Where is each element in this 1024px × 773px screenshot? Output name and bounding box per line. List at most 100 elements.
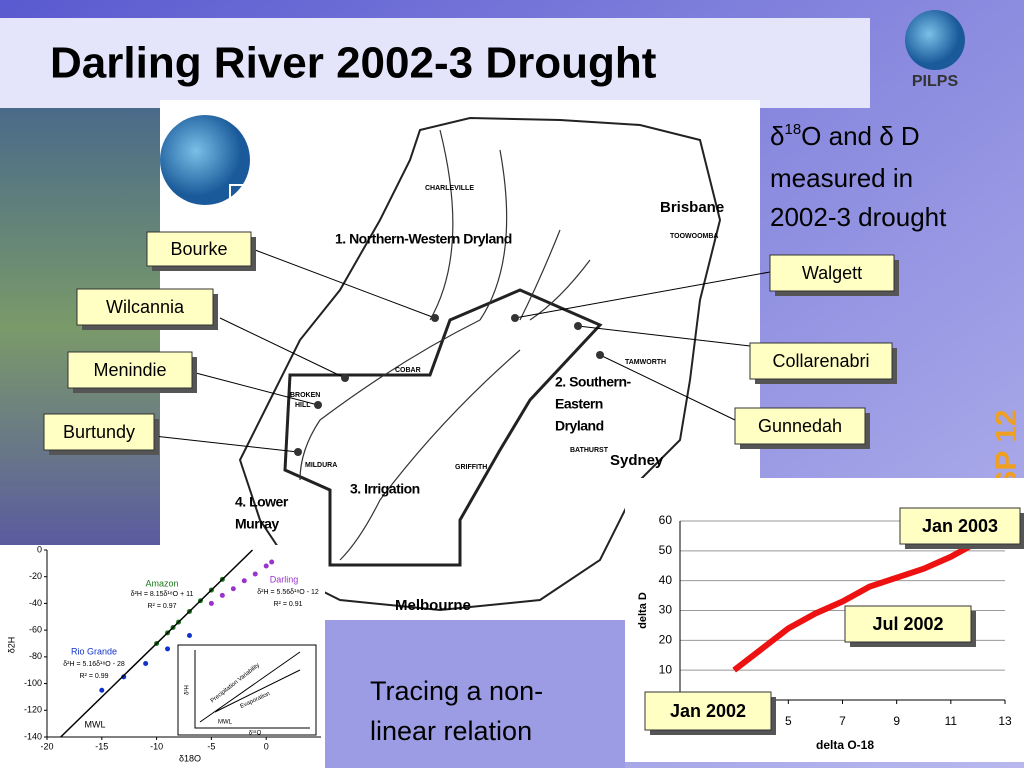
x-tick-label: 9 xyxy=(893,714,900,728)
region-label: Dryland xyxy=(555,418,604,434)
x-axis-label: delta O-18 xyxy=(816,738,874,752)
region-label: 2. Southern- xyxy=(555,374,632,390)
leader-line xyxy=(219,317,346,379)
callout-box xyxy=(769,254,895,292)
leader-line xyxy=(254,249,436,319)
measured-line: 2002-3 drought xyxy=(770,202,947,232)
annotation: R² = 0.99 xyxy=(80,673,109,680)
inset-box xyxy=(177,644,317,736)
title-box xyxy=(0,18,870,108)
inset-label: MWL xyxy=(218,720,233,726)
measured-line: measured in xyxy=(770,163,913,193)
annotation: δ²H = 8.15δ¹⁸O + 11 xyxy=(131,591,194,598)
annotation-box xyxy=(644,691,772,731)
annotation: δ²H = 5.56δ¹⁸O - 12 xyxy=(257,589,319,596)
x-tick-label: 7 xyxy=(839,714,846,728)
y-tick-label: 20 xyxy=(659,633,673,647)
inset-lines xyxy=(199,651,301,723)
y-tick-label: 40 xyxy=(659,573,673,587)
leader-line xyxy=(599,354,736,421)
locator-globe xyxy=(160,115,250,205)
callout: Collarenabri xyxy=(772,351,869,371)
series-label: MWL xyxy=(85,719,106,729)
site-dot xyxy=(596,351,604,359)
x-tick-label: 0 xyxy=(264,741,269,751)
point xyxy=(186,632,192,638)
x-tick-label: -20 xyxy=(40,741,53,751)
point xyxy=(230,586,236,592)
town: BATHURST xyxy=(570,447,609,454)
city: Sydney xyxy=(610,452,664,469)
point xyxy=(219,592,225,598)
measured-line: δ18O and δ D xyxy=(770,121,920,151)
callout-box xyxy=(734,407,866,445)
caption: linear relation xyxy=(370,716,532,746)
annotation: R² = 0.91 xyxy=(274,601,303,608)
region-label: 1. Northern-Western Dryland xyxy=(335,231,512,247)
point xyxy=(143,661,149,667)
city: Brisbane xyxy=(660,199,724,216)
inset-label: δ²H xyxy=(185,685,191,695)
callout: Walgett xyxy=(802,263,862,283)
callout-box xyxy=(76,288,214,326)
y-tick-label: 50 xyxy=(659,543,673,557)
site-dot xyxy=(431,314,439,322)
y-tick-label: -40 xyxy=(29,598,42,608)
site-dot xyxy=(314,401,322,409)
y-tick-label: -60 xyxy=(29,625,42,635)
annotation-box xyxy=(844,605,972,643)
annotation: Jan 2002 xyxy=(670,701,746,721)
y-tick-label: -120 xyxy=(24,705,42,715)
reference-line xyxy=(60,549,254,738)
series-label: Rio Grande xyxy=(71,646,117,656)
x-tick-label: 13 xyxy=(998,714,1012,728)
town: BROKEN xyxy=(290,392,320,399)
site-dot xyxy=(294,448,302,456)
site-dot xyxy=(574,322,582,330)
x-tick-label: -15 xyxy=(95,741,108,751)
y-tick-label: -140 xyxy=(24,731,42,741)
y-tick-label: -100 xyxy=(24,678,42,688)
town: CHARLEVILLE xyxy=(425,185,474,192)
data-line xyxy=(732,539,980,673)
callout-box xyxy=(43,413,155,451)
x-tick-label: -10 xyxy=(150,741,163,751)
superscript: 18 xyxy=(784,121,801,138)
y-tick-label: 10 xyxy=(659,662,673,676)
point xyxy=(263,563,269,569)
basin-outline xyxy=(238,116,722,612)
city: Melbourne xyxy=(395,597,471,614)
caption: Tracing a non- xyxy=(370,676,543,706)
point xyxy=(269,559,275,565)
leader-line xyxy=(577,325,751,347)
callout-box xyxy=(749,342,893,380)
y-tick-label: -20 xyxy=(29,571,42,581)
x-tick-label: 11 xyxy=(945,714,958,728)
y-tick-label: 0 xyxy=(37,544,42,554)
leader-line xyxy=(191,371,319,406)
site-dot xyxy=(341,374,349,382)
callout: Gunnedah xyxy=(758,416,842,436)
x-axis-label: δ18O xyxy=(179,753,201,763)
title: Darling River 2002-3 Drought xyxy=(50,39,657,88)
callout-box xyxy=(146,231,252,267)
point xyxy=(208,600,214,606)
town: HILL xyxy=(295,402,311,409)
callout: Menindie xyxy=(93,360,166,380)
callout: Bourke xyxy=(170,239,227,259)
logo-globe xyxy=(905,10,965,70)
inset-label: δ¹⁸O xyxy=(249,730,262,737)
annotation: δ²H = 5.16δ¹⁸O - 28 xyxy=(63,661,125,668)
annotation: R² = 0.97 xyxy=(148,603,177,610)
caption-box xyxy=(325,620,625,768)
series-label: Amazon xyxy=(145,578,178,588)
point xyxy=(252,571,258,577)
point xyxy=(165,646,171,652)
town: GRIFFITH xyxy=(455,464,487,471)
region-label: 3. Irrigation xyxy=(350,481,420,497)
rivers xyxy=(299,129,591,561)
y-axis-label: delta D xyxy=(637,592,649,629)
callout-box xyxy=(67,351,193,389)
